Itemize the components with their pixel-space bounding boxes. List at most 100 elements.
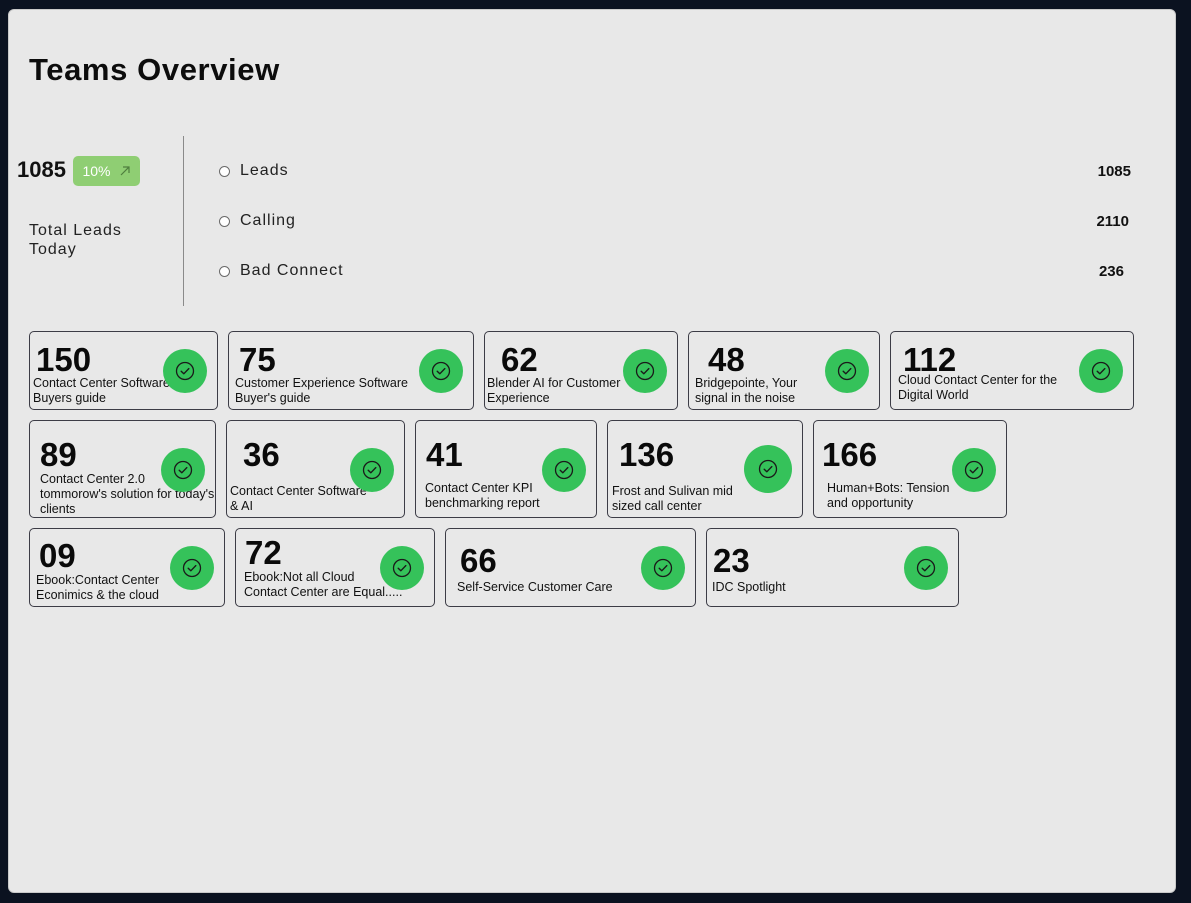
card-label-line: & AI	[230, 499, 253, 513]
asset-card[interactable]: 36 Contact Center Software & AI	[226, 420, 405, 518]
card-label: IDC Spotlight	[712, 580, 786, 595]
check-circle-icon[interactable]	[952, 448, 996, 492]
check-glyph	[1091, 361, 1111, 381]
leads-radio[interactable]	[219, 166, 230, 177]
check-circle-icon[interactable]	[904, 546, 948, 590]
check-glyph	[837, 361, 857, 381]
stat-label: Bad Connect	[240, 262, 344, 279]
stat-value: 2110	[1096, 213, 1129, 230]
card-count: 09	[39, 537, 76, 574]
check-circle-icon[interactable]	[623, 349, 667, 393]
card-label-line: Econimics & the cloud	[36, 588, 159, 602]
card-label-line: Contact Center Software	[33, 376, 170, 390]
card-label-line: IDC Spotlight	[712, 580, 786, 594]
asset-card[interactable]: 09 Ebook:Contact Center Econimics & the …	[29, 528, 225, 607]
check-circle-icon[interactable]	[350, 448, 394, 492]
card-count: 72	[245, 534, 282, 571]
asset-card[interactable]: 41 Contact Center KPI benchmarking repor…	[415, 420, 597, 518]
card-label: Frost and Sulivan mid sized call center	[612, 484, 733, 514]
stat-row-calling[interactable]: Calling 2110	[219, 212, 1131, 234]
asset-card[interactable]: 66 Self-Service Customer Care	[445, 528, 696, 607]
bad-connect-radio[interactable]	[219, 266, 230, 277]
card-label: Contact Center 2.0 tommorow's solution f…	[40, 472, 214, 517]
check-glyph	[916, 558, 936, 578]
card-label-line: Contact Center KPI	[425, 481, 533, 495]
card-label-line: Blender AI for Customer	[487, 376, 621, 390]
card-count: 136	[619, 436, 675, 473]
card-label-line: Cloud Contact Center for the	[898, 373, 1058, 387]
card-label-line: sized call center	[612, 499, 702, 513]
card-count: 112	[903, 341, 957, 378]
check-glyph	[635, 361, 655, 381]
check-glyph	[964, 460, 984, 480]
change-badge: 10%	[73, 156, 140, 186]
card-label-line: Buyer's guide	[235, 391, 311, 405]
asset-card[interactable]: 62 Blender AI for Customer Experience	[484, 331, 678, 410]
check-circle-icon[interactable]	[641, 546, 685, 590]
card-count: 66	[460, 542, 497, 579]
card-count: 150	[36, 341, 92, 378]
card-label-line: signal in the noise	[695, 391, 796, 405]
check-glyph	[758, 459, 778, 479]
card-label-line: Contact Center Software	[230, 484, 367, 498]
card-label-line: Ebook:Contact Center	[36, 573, 159, 587]
check-circle-icon[interactable]	[163, 349, 207, 393]
check-circle-icon[interactable]	[744, 445, 792, 493]
card-label-line: Digital World	[898, 388, 969, 402]
check-glyph	[362, 460, 382, 480]
card-label-line: and opportunity	[827, 496, 914, 510]
card-label: Human+Bots: Tension and opportunity	[827, 481, 949, 511]
asset-card[interactable]: 72 Ebook:Not all Cloud Contact Center ar…	[235, 528, 435, 607]
stat-row-leads[interactable]: Leads 1085	[219, 162, 1131, 184]
card-label-line: Buyers guide	[33, 391, 106, 405]
teams-overview-panel: Teams Overview 1085 10% Total Leads Toda…	[8, 9, 1176, 893]
card-label-line: Self-Service Customer Care	[457, 580, 613, 594]
card-label: Ebook:Not all Cloud Contact Center are E…	[244, 570, 402, 600]
check-circle-icon[interactable]	[170, 546, 214, 590]
asset-card[interactable]: 112 Cloud Contact Center for the Digital…	[890, 331, 1134, 410]
card-label: Customer Experience Software Buyer's gui…	[235, 376, 408, 406]
card-count: 166	[822, 436, 878, 473]
card-label: Ebook:Contact Center Econimics & the clo…	[36, 573, 159, 603]
check-circle-icon[interactable]	[419, 349, 463, 393]
card-label-line: clients	[40, 502, 76, 516]
stat-label: Calling	[240, 212, 296, 229]
card-label: Contact Center Software & AI	[230, 484, 367, 514]
check-circle-icon[interactable]	[542, 448, 586, 492]
asset-card[interactable]: 150 Contact Center Software Buyers guide	[29, 331, 218, 410]
asset-card[interactable]: 48 Bridgepointe, Your signal in the nois…	[688, 331, 880, 410]
asset-card[interactable]: 136 Frost and Sulivan mid sized call cen…	[607, 420, 803, 518]
card-count: 41	[426, 436, 463, 473]
card-label-line: tommorow's solution for today's	[40, 487, 215, 501]
card-count: 62	[501, 341, 538, 378]
stat-value: 236	[1098, 263, 1124, 280]
stat-label: Leads	[240, 162, 289, 179]
vertical-divider	[183, 136, 184, 306]
check-glyph	[392, 558, 412, 578]
check-circle-icon[interactable]	[380, 546, 424, 590]
check-circle-icon[interactable]	[1079, 349, 1123, 393]
card-label: Contact Center Software Buyers guide	[33, 376, 170, 406]
check-glyph	[182, 558, 202, 578]
asset-card[interactable]: 75 Customer Experience Software Buyer's …	[228, 331, 474, 410]
card-label-line: Experience	[487, 391, 550, 405]
asset-card[interactable]: 166 Human+Bots: Tension and opportunity	[813, 420, 1007, 518]
check-circle-icon[interactable]	[825, 349, 869, 393]
card-count: 36	[243, 436, 280, 473]
card-label: Blender AI for Customer Experience	[487, 376, 620, 406]
card-label-line: Frost and Sulivan mid	[612, 484, 733, 498]
change-percent: 10%	[82, 163, 111, 179]
card-label: Bridgepointe, Your signal in the noise	[695, 376, 797, 406]
total-leads-value: 1085	[17, 157, 66, 182]
card-count: 89	[40, 436, 77, 473]
check-circle-icon[interactable]	[161, 448, 205, 492]
card-count: 48	[708, 341, 745, 378]
stat-row-bad-connect[interactable]: Bad Connect 236	[219, 262, 1131, 284]
check-glyph	[173, 460, 193, 480]
card-label-line: Contact Center 2.0	[40, 472, 145, 486]
asset-card[interactable]: 23 IDC Spotlight	[706, 528, 959, 607]
check-glyph	[653, 558, 673, 578]
asset-card[interactable]: 89 Contact Center 2.0 tommorow's solutio…	[29, 420, 216, 518]
card-label: Self-Service Customer Care	[457, 580, 613, 595]
calling-radio[interactable]	[219, 216, 230, 227]
